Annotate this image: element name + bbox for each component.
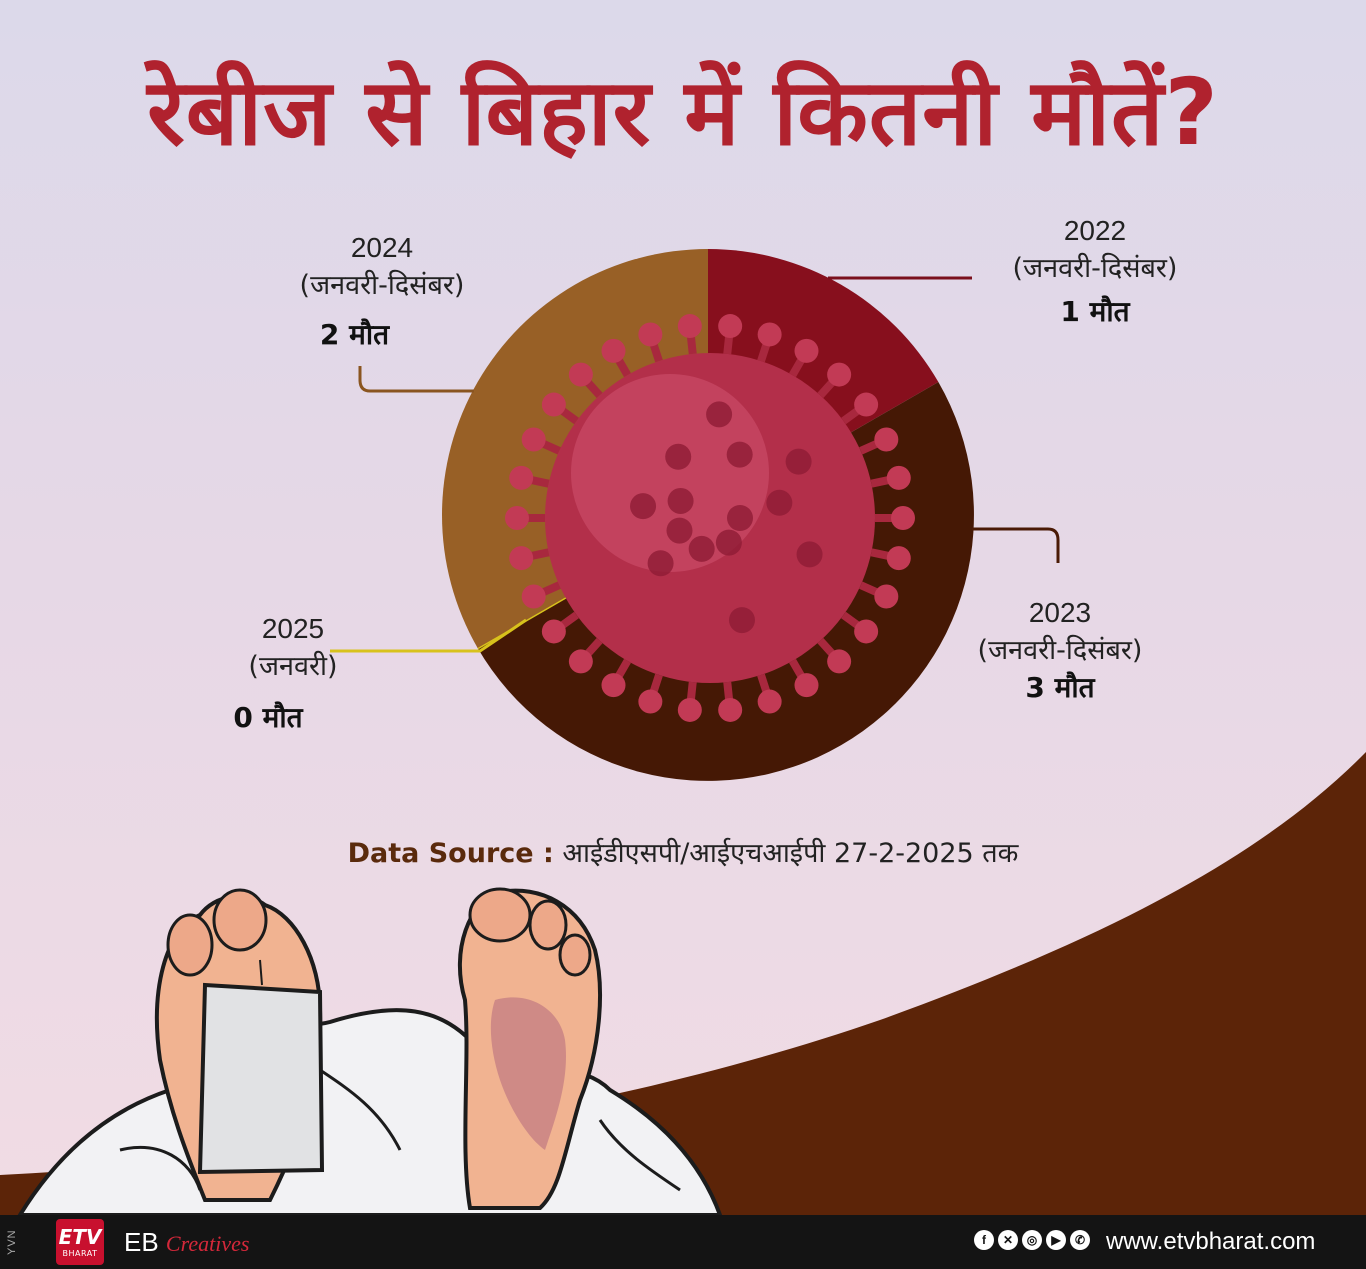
range-2025: (जनवरी) [248, 651, 338, 682]
whatsapp-icon[interactable]: ✆ [1070, 1230, 1090, 1250]
year-2022: 2022 [1063, 215, 1127, 246]
brand-script-text: Creatives [165, 1231, 250, 1256]
leader-line-2023 [972, 527, 1060, 563]
value-2023: 3 मौत [1025, 671, 1095, 704]
value-2022: 1 मौत [1060, 295, 1130, 328]
year-2023: 2023 [1028, 597, 1092, 628]
logo-main-text: ETV [58, 1225, 102, 1249]
year-2024: 2024 [350, 232, 414, 263]
footer-vertical-text: YVN [6, 1229, 18, 1255]
toe-tag [197, 982, 325, 1175]
virus-illustration [505, 314, 915, 722]
white-sheet [16, 1008, 723, 1217]
website-link[interactable]: www.etvbharat.com [1106, 1228, 1316, 1255]
youtube-icon[interactable]: ▶ [1046, 1230, 1066, 1250]
value-2025: 0 मौत [233, 701, 303, 734]
range-2024: (जनवरी-दिसंबर) [299, 270, 465, 301]
leader-line-2024 [358, 366, 474, 393]
label-2024: 2024 (जनवरी-दिसंबर) 2 मौत [267, 229, 497, 355]
instagram-icon[interactable]: ◎ [1022, 1230, 1042, 1250]
data-source-key: Data Source : [347, 838, 554, 869]
social-icons: f ✕ ◎ ▶ ✆ [974, 1230, 1090, 1250]
range-2022: (जनवरी-दिसंबर) [1012, 253, 1178, 284]
label-2023: 2023 (जनवरी-दिसंबर) 3 मौत [945, 594, 1175, 708]
data-source: Data Source : आईडीएसपी/आईएचआईपी 27-2-202… [0, 834, 1366, 874]
label-2022: 2022 (जनवरी-दिसंबर) 1 मौत [980, 212, 1210, 332]
page-title: रेबीज से बिहार में कितनी मौतें? [147, 59, 1219, 166]
range-2023: (जनवरी-दिसंबर) [977, 635, 1143, 666]
etv-bharat-logo[interactable]: ETV BHARAT [56, 1219, 104, 1265]
logo-sub-text: BHARAT [62, 1249, 98, 1258]
eb-creatives-brand: EB Creatives [124, 1225, 249, 1261]
leader-line-2025 [330, 618, 527, 653]
label-2025: 2025 (जनवरी) 0 मौत [178, 610, 408, 738]
data-source-text: आईडीएसपी/आईएचआईपी 27-2-2025 तक [562, 838, 1019, 869]
year-2025: 2025 [261, 613, 325, 644]
facebook-icon[interactable]: f [974, 1230, 994, 1250]
x-icon[interactable]: ✕ [998, 1230, 1018, 1250]
brand-text: EB [124, 1227, 159, 1257]
value-2024: 2 मौत [319, 318, 390, 351]
footer-bar: YVN ETV BHARAT EB Creatives f ✕ ◎ ▶ ✆ ww… [0, 1215, 1366, 1269]
